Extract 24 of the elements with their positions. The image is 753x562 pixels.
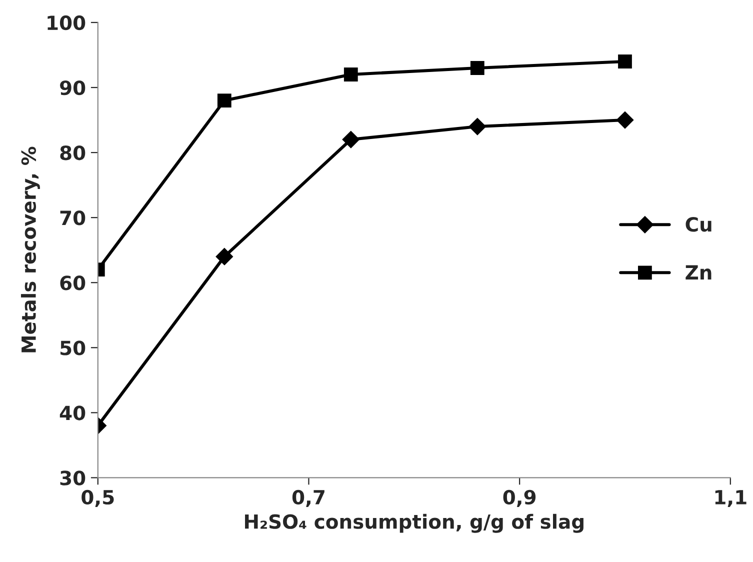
y-tick-label: 30 (60, 470, 86, 486)
point (618, 54, 632, 68)
point (616, 111, 634, 129)
legend-label: Cu (686, 217, 712, 232)
point (342, 130, 360, 148)
y-tick-label: 100 (48, 15, 86, 30)
y-tick-label: 80 (60, 146, 86, 160)
y-tick-label: 90 (60, 80, 86, 96)
x-tick-label: 0,7 (292, 490, 324, 508)
y-tick-label: 50 (60, 340, 86, 356)
point (216, 248, 233, 266)
point (468, 118, 486, 136)
legend-label: Zn (686, 265, 712, 280)
y-tick-label: 70 (60, 210, 86, 226)
y-tick-label: 40 (60, 406, 86, 420)
point (470, 61, 484, 75)
point (344, 68, 358, 82)
x-tick-label: 0,9 (503, 490, 536, 508)
x-axis-title: H₂SO₄ consumption, g/g of slag (245, 514, 584, 533)
y-axis-title: Metals recovery, % (20, 146, 40, 352)
x-tick-label: 0,5 (82, 490, 114, 508)
point (217, 94, 232, 108)
x-tick-label: 1,1 (715, 490, 746, 508)
y-tick-label: 60 (60, 276, 86, 290)
